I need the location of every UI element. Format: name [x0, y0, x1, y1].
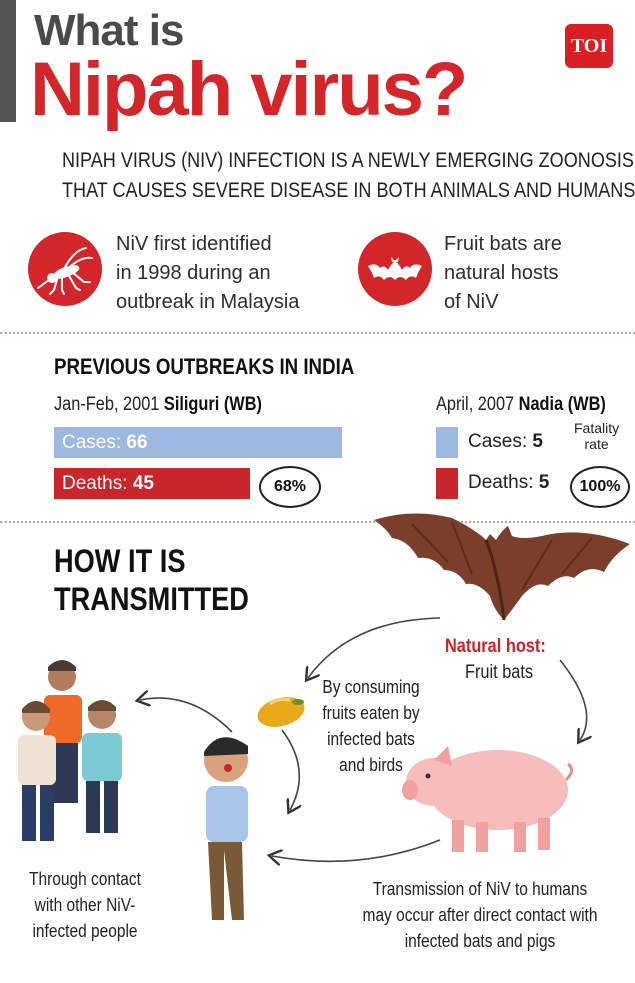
nadia-place: Nadia (WB)	[518, 394, 606, 415]
nadia-deaths: Deaths: 5	[468, 472, 549, 494]
toi-logo: TOI	[565, 24, 613, 68]
outbreaks-title: PREVIOUS OUTBREAKS IN INDIA	[54, 354, 355, 379]
siliguri-place: Siliguri (WB)	[163, 394, 262, 415]
mango-icon	[257, 697, 305, 727]
transmitted-title: HOW IT IS TRANSMITTED	[54, 542, 249, 618]
siliguri-date: Jan-Feb, 2001	[54, 394, 160, 415]
fatality-rate-label: Fatality rate	[574, 420, 619, 452]
natural-host-value: Fruit bats	[465, 662, 534, 683]
nadia-date: April, 2007	[436, 394, 515, 415]
pig-caption-line-3: infected bats and pigs	[404, 931, 556, 951]
title-line-1: What is	[34, 6, 184, 55]
fruit-caption-line-1: By consuming	[322, 677, 420, 697]
intro-line-1: NIPAH VIRUS (NIV) INFECTION IS A NEWLY E…	[62, 149, 634, 172]
bat-icon	[358, 232, 432, 306]
fruit-caption-line-2: fruits eaten by	[322, 703, 420, 723]
siliguri-deaths-bar: Deaths: 45	[54, 468, 250, 499]
nadia-deaths-label: Deaths:	[468, 472, 534, 493]
fact-2-line-1: Fruit bats are	[444, 233, 562, 255]
fact-1-line-3: outbreak in Malaysia	[116, 291, 300, 313]
fact-identified: NiV first identified in 1998 during an o…	[116, 230, 299, 317]
divider-1	[0, 332, 635, 334]
pig-illustration	[402, 746, 573, 852]
siliguri-deaths-value: 45	[132, 473, 154, 494]
natural-host-label: Natural host:	[445, 636, 546, 657]
nadia-cases: Cases: 5	[468, 431, 543, 453]
title-line-2: Nipah virus?	[30, 47, 468, 132]
fact-2-line-3: of NiV	[444, 291, 499, 313]
nadia-cases-value: 5	[532, 431, 543, 452]
mosquito-icon	[28, 232, 102, 306]
fact-1-line-2: in 1998 during an	[116, 262, 271, 284]
fact-1-line-1: NiV first identified	[116, 233, 272, 255]
nadia-cases-swatch	[436, 427, 458, 458]
transmitted-title-line-2: TRANSMITTED	[54, 581, 249, 617]
contact-caption-line-1: Through contact	[29, 869, 141, 889]
nadia-deaths-swatch	[436, 468, 458, 499]
fruit-bat-illustration	[374, 513, 630, 621]
fact-2-line-2: natural hosts	[444, 262, 559, 284]
siliguri-label: Jan-Feb, 2001 Siliguri (WB)	[54, 394, 262, 416]
fatality-label-line-2: rate	[584, 436, 609, 452]
pig-caption-line-2: may occur after direct contact with	[362, 905, 598, 925]
fatality-label-line-1: Fatality	[574, 420, 620, 436]
siliguri-cases-value: 66	[126, 432, 148, 453]
nadia-fatality-bubble: 100%	[570, 466, 630, 508]
contact-caption: Through contact with other NiV- infected…	[21, 866, 150, 944]
siliguri-fatality-bubble: 68%	[259, 466, 321, 508]
siliguri-cases-label: Cases:	[62, 432, 122, 453]
fruit-caption-line-3: infected bats	[327, 729, 415, 749]
header-accent-bar	[0, 0, 16, 122]
contact-caption-line-2: with other NiV-	[34, 895, 136, 915]
transmission-arrows	[0, 617, 635, 900]
people-group-illustration	[18, 660, 122, 841]
intro-line-2: THAT CAUSES SEVERE DISEASE IN BOTH ANIMA…	[62, 179, 635, 202]
intro-text: NIPAH VIRUS (NIV) INFECTION IS A NEWLY E…	[62, 146, 635, 206]
fact-bats: Fruit bats are natural hosts of NiV	[444, 230, 562, 317]
sick-man-illustration	[204, 737, 248, 920]
contact-caption-line-3: infected people	[32, 921, 138, 941]
fruit-caption-line-4: and birds	[339, 755, 403, 775]
transmitted-title-line-1: HOW IT IS	[54, 543, 186, 579]
nadia-label: April, 2007 Nadia (WB)	[436, 394, 606, 416]
nadia-deaths-value: 5	[538, 472, 550, 493]
fruit-caption: By consuming fruits eaten by infected ba…	[315, 674, 427, 778]
pig-caption-line-1: Transmission of NiV to humans	[372, 879, 588, 899]
siliguri-deaths-label: Deaths:	[62, 473, 128, 494]
pig-caption: Transmission of NiV to humans may occur …	[351, 876, 609, 954]
divider-2	[0, 521, 635, 523]
nadia-cases-label: Cases:	[468, 431, 528, 452]
siliguri-cases-bar: Cases: 66	[54, 427, 342, 458]
